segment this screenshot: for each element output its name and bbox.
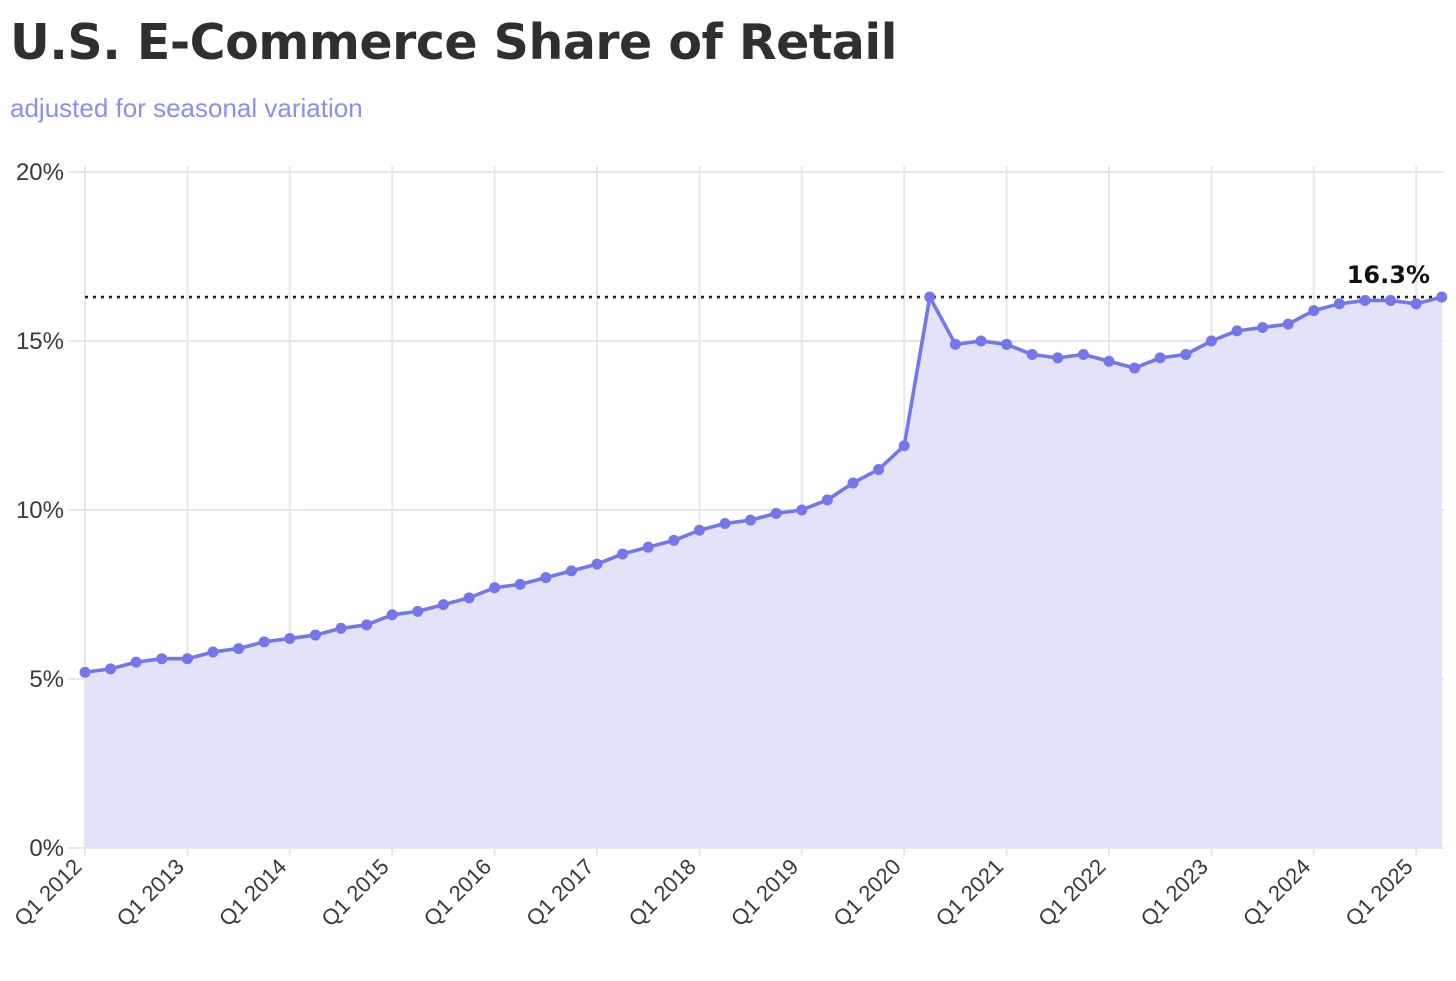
data-point	[1129, 362, 1141, 374]
data-point	[1231, 325, 1243, 337]
data-point	[975, 335, 987, 347]
data-point	[463, 592, 475, 604]
x-tick-label: Q1 2018	[624, 854, 701, 931]
peak-value-label: 16.3%	[1347, 261, 1430, 289]
data-point	[284, 632, 296, 644]
area-layer	[85, 297, 1442, 848]
x-tick-label: Q1 2016	[419, 854, 496, 931]
x-tick-label: Q1 2014	[214, 854, 291, 931]
data-point	[1154, 352, 1166, 364]
data-point	[642, 541, 654, 553]
x-axis-ticks: Q1 2012 Q1 2013 Q1 2014 Q1 2015 Q1 2016 Q1 20…	[9, 854, 1418, 931]
data-point	[1359, 294, 1371, 306]
data-point	[1308, 305, 1320, 317]
data-point	[847, 477, 859, 489]
data-point	[233, 643, 245, 655]
y-tick-label: 10%	[16, 497, 64, 524]
data-point	[207, 646, 219, 658]
data-point	[1257, 321, 1269, 333]
data-point	[1333, 298, 1345, 310]
data-point	[1026, 349, 1038, 361]
data-point	[1205, 335, 1217, 347]
data-point	[130, 656, 142, 668]
data-point	[540, 572, 552, 584]
data-point	[489, 582, 501, 594]
data-point	[309, 629, 321, 641]
data-point	[591, 558, 603, 570]
data-point	[156, 653, 168, 665]
data-point	[796, 504, 808, 516]
data-point	[105, 663, 117, 675]
annotation-layer: 16.3%	[1347, 261, 1430, 289]
data-point	[924, 291, 936, 303]
data-point	[1410, 298, 1422, 310]
data-point	[386, 609, 398, 621]
data-point	[745, 514, 757, 526]
data-point	[1282, 318, 1294, 330]
x-tick-label: Q1 2013	[112, 854, 189, 931]
data-point	[181, 653, 193, 665]
data-point	[1180, 349, 1192, 361]
data-point	[361, 619, 373, 631]
x-tick-label: Q1 2022	[1033, 854, 1110, 931]
data-point	[770, 507, 782, 519]
data-point	[79, 666, 91, 678]
data-point	[565, 565, 577, 577]
data-point	[1103, 355, 1115, 367]
x-tick-label: Q1 2017	[521, 854, 598, 931]
y-axis-ticks: 0% 5% 10% 15% 20%	[16, 159, 64, 862]
data-point	[1052, 352, 1064, 364]
data-point	[898, 440, 910, 452]
x-tick-label: Q1 2025	[1340, 854, 1417, 931]
data-point	[693, 524, 705, 536]
x-tick-label: Q1 2019	[726, 854, 803, 931]
data-point	[258, 636, 270, 648]
data-point	[949, 338, 961, 350]
data-points-layer	[79, 291, 1448, 678]
data-point	[412, 605, 424, 617]
x-tick-label: Q1 2015	[316, 854, 393, 931]
data-point	[873, 463, 885, 475]
series-area	[85, 297, 1442, 848]
x-tick-label: Q1 2021	[931, 854, 1008, 931]
chart-title: U.S. E-Commerce Share of Retail	[10, 14, 897, 71]
data-point	[617, 548, 629, 560]
chart-subtitle: adjusted for seasonal variation	[10, 93, 363, 123]
x-tick-label: Q1 2020	[828, 854, 905, 931]
data-point	[437, 599, 449, 611]
data-point	[821, 494, 833, 506]
data-point	[335, 622, 347, 634]
y-tick-label: 20%	[16, 159, 64, 186]
x-tick-label: Q1 2024	[1238, 854, 1315, 931]
y-tick-label: 5%	[29, 666, 64, 693]
data-point	[1436, 291, 1448, 303]
data-point	[514, 578, 526, 590]
data-point	[668, 534, 680, 546]
y-tick-label: 0%	[29, 835, 64, 862]
x-tick-label: Q1 2012	[9, 854, 86, 931]
data-point	[1077, 349, 1089, 361]
x-tick-label: Q1 2023	[1136, 854, 1213, 931]
data-point	[1001, 338, 1013, 350]
data-point	[719, 518, 731, 530]
data-point	[1385, 294, 1397, 306]
y-tick-label: 15%	[16, 328, 64, 355]
